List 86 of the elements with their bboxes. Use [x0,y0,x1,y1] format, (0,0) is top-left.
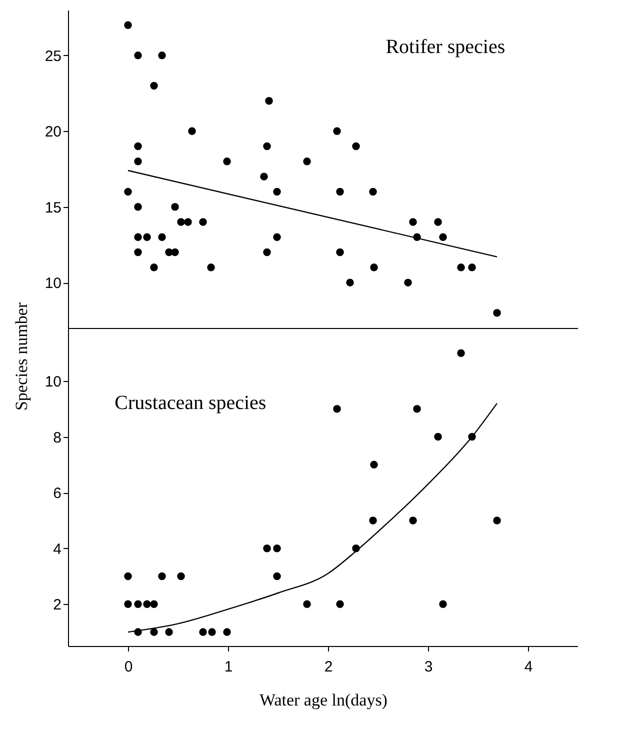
point [134,600,142,608]
point [223,158,231,166]
point [177,218,185,226]
point [333,127,341,136]
point [263,248,271,256]
point [143,600,151,608]
point [184,218,192,226]
point [134,142,142,150]
x-tick-label: 4 [524,658,533,676]
point [370,460,378,469]
point [265,96,273,105]
x-tick-label: 0 [124,658,133,676]
point [143,233,151,242]
point [409,516,417,524]
point [134,52,142,60]
point [273,233,281,242]
point [171,248,179,256]
y-tick-label: 8 [53,429,62,446]
point [352,142,360,150]
y-tick-label: 10 [44,374,62,390]
annotation: Rotifer species [386,36,506,58]
y-tick-label: 20 [44,124,62,141]
point [336,600,344,608]
point [273,572,281,580]
point [158,572,166,580]
point [208,628,216,636]
point [303,600,311,608]
point [333,405,341,413]
point [199,218,207,226]
point [158,52,166,60]
x-tick-label: 1 [224,658,233,676]
x-tick-label: 2 [324,658,333,676]
x-tick-label: 3 [424,658,433,676]
point [336,188,344,196]
point [150,628,158,636]
point [346,278,354,286]
y-tick-label: 15 [44,199,62,216]
annotation: Crustacean species [114,392,266,414]
point [260,172,268,180]
point [413,405,421,413]
point [124,188,132,196]
point [404,278,412,286]
point [369,188,377,196]
y-tick-label: 25 [44,48,62,65]
point [439,233,447,242]
point [457,264,465,272]
point [199,628,207,636]
point [273,544,281,552]
point [263,544,271,552]
y-tick-label: 2 [53,596,62,614]
point [434,432,442,441]
point [457,349,465,357]
point [336,248,344,256]
point [188,127,196,136]
point [273,188,281,196]
y-tick-label: 6 [53,485,62,502]
point [124,572,132,580]
point [134,248,142,256]
point [468,264,476,272]
point [150,264,158,272]
point [223,628,231,636]
point [150,82,158,90]
point [134,202,142,211]
point [493,516,501,524]
point [434,218,442,226]
point [171,202,179,211]
point [303,158,311,166]
point [177,572,185,580]
point [493,308,501,317]
point [124,21,132,30]
point [369,516,377,524]
point [409,218,417,226]
point [439,600,447,608]
point [134,158,142,166]
y-tick-label: 4 [53,540,62,558]
y-axis-title: Species number [12,302,31,411]
x-axis-title: Water age ln(days) [260,690,388,710]
point [207,264,215,272]
point [263,142,271,150]
point [124,600,132,608]
point [165,628,173,636]
point [150,600,158,608]
point [134,233,142,242]
y-tick-label: 10 [44,275,62,292]
point [158,233,166,242]
point [370,264,378,272]
